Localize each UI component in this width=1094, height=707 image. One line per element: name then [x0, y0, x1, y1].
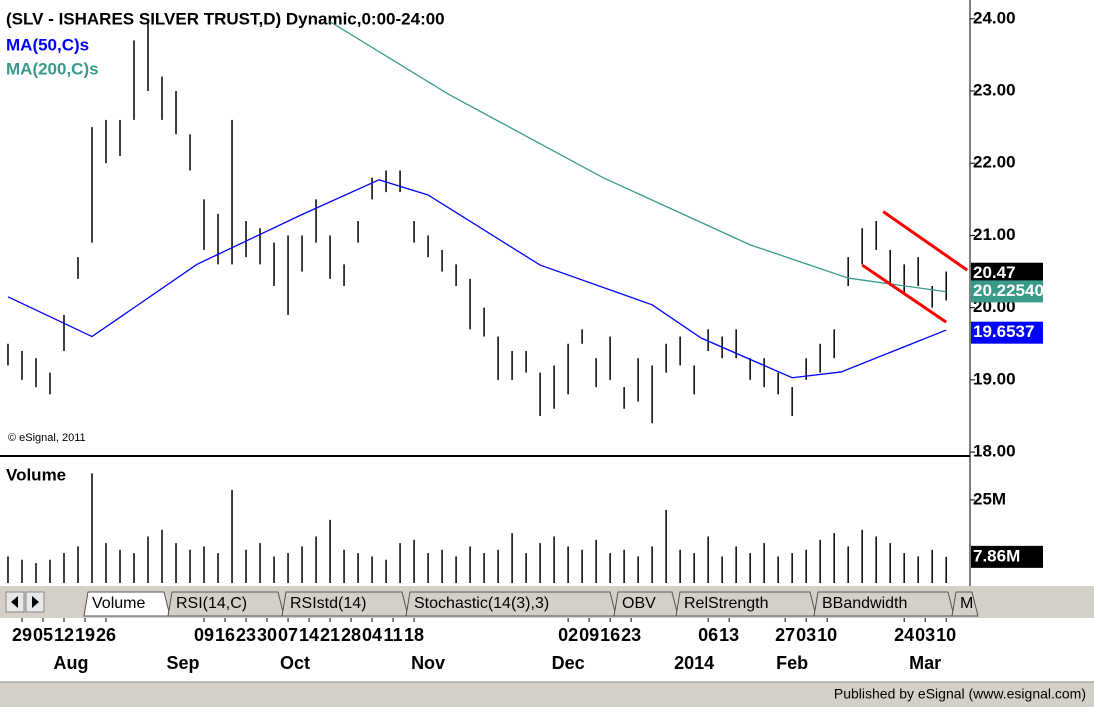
last-value-label: 20.47: [973, 263, 1016, 282]
tab-label: OBV: [622, 595, 656, 612]
panel-title: Volume: [6, 465, 66, 484]
tab-label: RelStrength: [684, 595, 769, 612]
y-tick-label: 21.00: [973, 225, 1016, 244]
trendline: [882, 210, 969, 272]
x-tick-label: 07: [278, 625, 298, 645]
chart-title: (SLV - ISHARES SILVER TRUST,D) Dynamic,0…: [6, 9, 445, 28]
y-tick-label: 18.00: [973, 442, 1016, 461]
x-tick-label: 02: [558, 625, 578, 645]
tab[interactable]: M: [951, 591, 979, 617]
last-value-box: [971, 280, 1043, 303]
arrow-left: [11, 596, 18, 608]
x-tick-label: 10: [936, 625, 956, 645]
x-tick-label: 30: [257, 625, 277, 645]
x-tick-label: 28: [341, 625, 361, 645]
last-value-label: 19.6537: [973, 322, 1034, 341]
tab-label: Stochastic(14(3),3): [414, 595, 549, 612]
month-label: Feb: [776, 653, 808, 673]
footer: Published by eSignal (www.esignal.com): [834, 686, 1086, 702]
y-tick-label: 22.00: [973, 153, 1016, 172]
x-tick-label: 11: [384, 625, 403, 645]
x-tick-label: 29: [12, 625, 32, 645]
last-value-label: 20.225405: [973, 281, 1053, 300]
x-tick-label: 24: [894, 625, 914, 645]
y-tick-label: 19.00: [973, 369, 1016, 388]
tab-label: M: [960, 595, 973, 612]
ma-line: [7, 179, 947, 379]
tab-label: BBandwidth: [822, 595, 907, 612]
legend-entry: MA(50,C)s: [6, 35, 89, 54]
tab[interactable]: OBV: [613, 591, 679, 617]
tab-label: RSI(14,C): [176, 595, 247, 612]
x-tick-label: 06: [698, 625, 718, 645]
x-tick-label: 03: [796, 625, 816, 645]
x-tick-label: 14: [299, 625, 319, 645]
x-tick-label: 04: [362, 625, 382, 645]
last-value-box: [971, 262, 1043, 285]
tab-label: RSIstd(14): [290, 595, 366, 612]
month-label: Aug: [53, 653, 88, 673]
month-label: Mar: [909, 653, 941, 673]
x-tick-label: 16: [215, 625, 235, 645]
tab-shape: [951, 591, 979, 617]
x-tick-label: 23: [236, 625, 256, 645]
x-tick-label: 09: [194, 625, 214, 645]
ma-line: [329, 21, 947, 293]
y-tick-label: 23.00: [973, 80, 1016, 99]
tab[interactable]: Volume: [83, 591, 171, 617]
last-value-box: [971, 545, 1043, 568]
x-tick-label: 21: [320, 625, 340, 645]
tab-label: Volume: [92, 595, 145, 612]
month-label: Sep: [167, 653, 200, 673]
status-bar: [0, 682, 1094, 707]
legend-entry: MA(200,C)s: [6, 59, 99, 78]
x-tick-label: 10: [817, 625, 837, 645]
tab[interactable]: RSI(14,C): [167, 591, 285, 617]
tab[interactable]: RSIstd(14): [281, 591, 409, 617]
x-tick-label: 09: [579, 625, 599, 645]
last-value-label: 7.86M: [973, 546, 1020, 565]
month-label: Oct: [280, 653, 310, 673]
month-label: 2014: [674, 653, 714, 673]
x-tick-label: 27: [775, 625, 795, 645]
month-label: Dec: [552, 653, 585, 673]
tab[interactable]: Stochastic(14(3),3): [405, 591, 617, 617]
month-label: Nov: [411, 653, 445, 673]
y-tick-label: 25M: [973, 489, 1006, 508]
x-tick-label: 05: [33, 625, 53, 645]
x-tick-label: 18: [404, 625, 424, 645]
arrow-right: [32, 596, 39, 608]
last-value-box: [971, 321, 1043, 344]
x-tick-label: 26: [96, 625, 116, 645]
tab[interactable]: RelStrength: [675, 591, 817, 617]
x-tick-label: 03: [915, 625, 935, 645]
copyright: © eSignal, 2011: [8, 432, 86, 444]
x-tick-label: 23: [621, 625, 641, 645]
y-tick-label: 24.00: [973, 8, 1016, 27]
x-tick-label: 13: [719, 625, 739, 645]
tab[interactable]: BBandwidth: [813, 591, 955, 617]
x-tick-label: 12: [54, 625, 74, 645]
x-tick-label: 19: [75, 625, 95, 645]
trendline: [861, 263, 948, 324]
x-tick-label: 16: [600, 625, 620, 645]
